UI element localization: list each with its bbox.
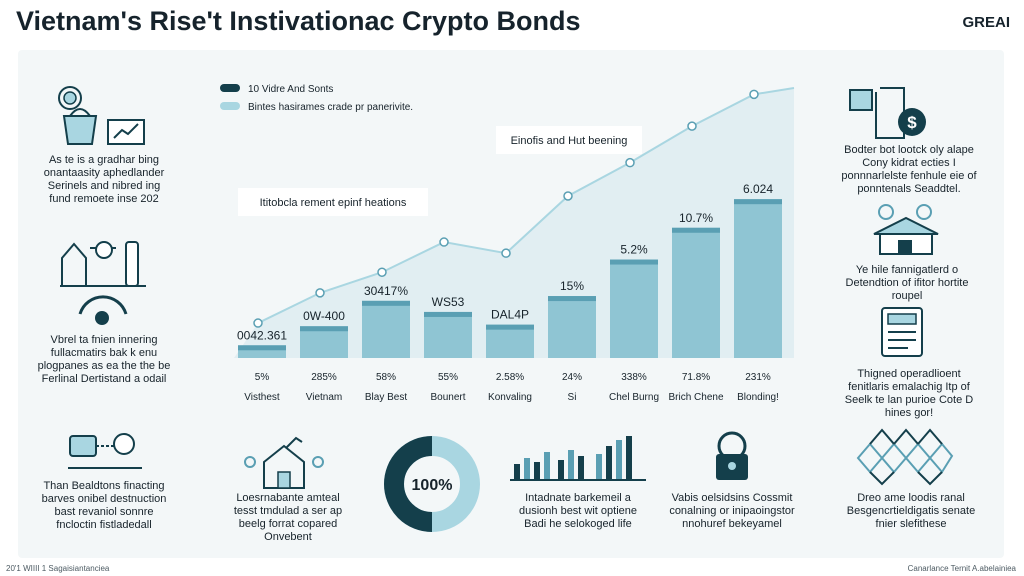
bar-label-7: 10.7%	[679, 211, 713, 225]
trend-point-2	[377, 267, 387, 277]
bar-cap-0	[238, 345, 286, 351]
bar-cap-5	[548, 296, 596, 302]
mid-left-text: Vbrel ta fnien innering fullacmatirs bak…	[37, 334, 171, 385]
bar-cap-1	[300, 326, 348, 332]
lock-icon	[716, 431, 748, 480]
trend-point-8	[749, 89, 759, 100]
legend-label-1: Bintes hasirames crade pr panerivite.	[248, 102, 413, 113]
percent-label-4: 2.58%	[496, 372, 524, 383]
category-label-4: Konvaling	[488, 392, 532, 403]
percent-label-1: 285%	[311, 372, 337, 383]
bar-cap-3	[424, 311, 472, 317]
bar-cap-4	[486, 324, 534, 330]
annotation-box-0	[496, 126, 642, 154]
annotation-box-1	[238, 188, 428, 216]
trend-point-3	[439, 237, 449, 247]
trend-point-0	[253, 318, 263, 328]
bar-label-0: 0042.361	[237, 328, 287, 342]
top-right-text: Bodter bot lootck oly alape Cony kidrat …	[841, 144, 977, 195]
bar-label-5: 15%	[560, 279, 584, 293]
trend-point-7	[687, 121, 697, 131]
bank-building-icon	[873, 204, 939, 255]
donut-value: 100%	[412, 477, 453, 494]
trend-point-6	[625, 157, 635, 168]
house-network-icon	[244, 436, 324, 489]
bar-7	[672, 227, 720, 358]
network-mesh-icon	[856, 428, 954, 486]
annotation-1: Ititobcla rement epinf heations	[260, 197, 407, 209]
legend-label-0: 10 Vidre And Sonts	[248, 84, 333, 95]
category-label-0: Visthest	[244, 392, 280, 403]
bar-cap-7	[672, 227, 720, 233]
bar-label-2: 30417%	[364, 284, 408, 298]
percent-label-7: 71.8%	[682, 372, 710, 383]
right-lower-text: Thigned operadlioent fenitlaris emalachi…	[844, 368, 974, 419]
mini-bar-chart-icon	[510, 436, 646, 481]
percent-label-3: 55%	[438, 372, 458, 383]
document-stack-icon	[881, 307, 923, 357]
category-label-5: Si	[568, 392, 577, 403]
bar-label-3: WS53	[432, 295, 465, 309]
bottom-left-text: Than Bealdtons finacting barves onibel d…	[41, 480, 167, 531]
bar-5	[548, 296, 596, 358]
percent-label-2: 58%	[376, 372, 396, 383]
percent-label-8: 231%	[745, 372, 771, 383]
footer-right: Canarlance Ternit A.abelainiea	[907, 564, 1016, 573]
category-label-6: Chel Burng	[609, 392, 659, 403]
category-label-7: Brich Chene	[668, 392, 723, 403]
percent-label-5: 24%	[562, 372, 582, 383]
trend-point-5	[563, 191, 573, 201]
percent-label-0: 5%	[255, 372, 270, 383]
page-title: Vietnam's Rise't Instivationac Crypto Bo…	[16, 6, 581, 36]
bottom-1-text: Loesrnabante amteal tesst tmdulad a ser …	[233, 492, 343, 543]
footer-left: 20'1 WIIII 1 Sagaisiantanciea	[6, 564, 110, 573]
bar-label-8: 6.024	[743, 182, 773, 196]
bar-2	[362, 300, 410, 358]
top-left-text: As te is a gradhar bing onantaasity aphe…	[43, 154, 165, 205]
bar-label-1: 0W-400	[303, 309, 345, 323]
svg-text:$: $	[907, 113, 917, 132]
legend-swatch-1	[220, 102, 240, 110]
bar-1	[300, 326, 348, 358]
bar-cap-8	[734, 199, 782, 205]
percent-label-6: 338%	[621, 372, 647, 383]
bar-4	[486, 324, 534, 358]
category-label-1: Vietnam	[306, 392, 343, 403]
brand-logo: GREAI	[962, 14, 1010, 31]
bar-6	[610, 259, 658, 358]
category-label-8: Blonding!	[737, 392, 779, 403]
bar-3	[424, 311, 472, 358]
bar-label-4: DAL4P	[491, 308, 529, 322]
bottom-4-text: Vabis oelsidsins Cossmit conalning or in…	[669, 492, 795, 530]
building-warning-icon	[60, 241, 146, 325]
bar-cap-2	[362, 300, 410, 306]
trend-line	[257, 87, 795, 324]
legend-swatch-0	[220, 84, 240, 92]
trend-point-4	[501, 248, 511, 258]
category-label-3: Bounert	[430, 392, 465, 403]
bottom-3-text: Intadnate barkemeil a dusionh best wit o…	[518, 492, 638, 530]
money-basket-icon	[58, 86, 145, 145]
donut-chart: 100%	[384, 436, 480, 532]
mid-right-text: Ye hile fannigatlerd o Detendtion of ifi…	[845, 264, 969, 302]
connected-devices-icon	[68, 433, 142, 469]
growth-chart: 0042.361 5% Visthest 0W-400 285% Vietnam 30417…	[220, 84, 795, 403]
annotation-0: Einofis and Hut beening	[511, 135, 628, 147]
trend-point-1	[315, 288, 325, 298]
dollar-device-icon: $	[849, 87, 926, 139]
bar-8	[734, 199, 782, 358]
bar-cap-6	[610, 259, 658, 265]
category-label-2: Blay Best	[365, 392, 407, 403]
bar-label-6: 5.2%	[620, 243, 648, 257]
bottom-right-text: Dreo ame loodis ranal Besgencrtieldigati…	[846, 492, 976, 530]
